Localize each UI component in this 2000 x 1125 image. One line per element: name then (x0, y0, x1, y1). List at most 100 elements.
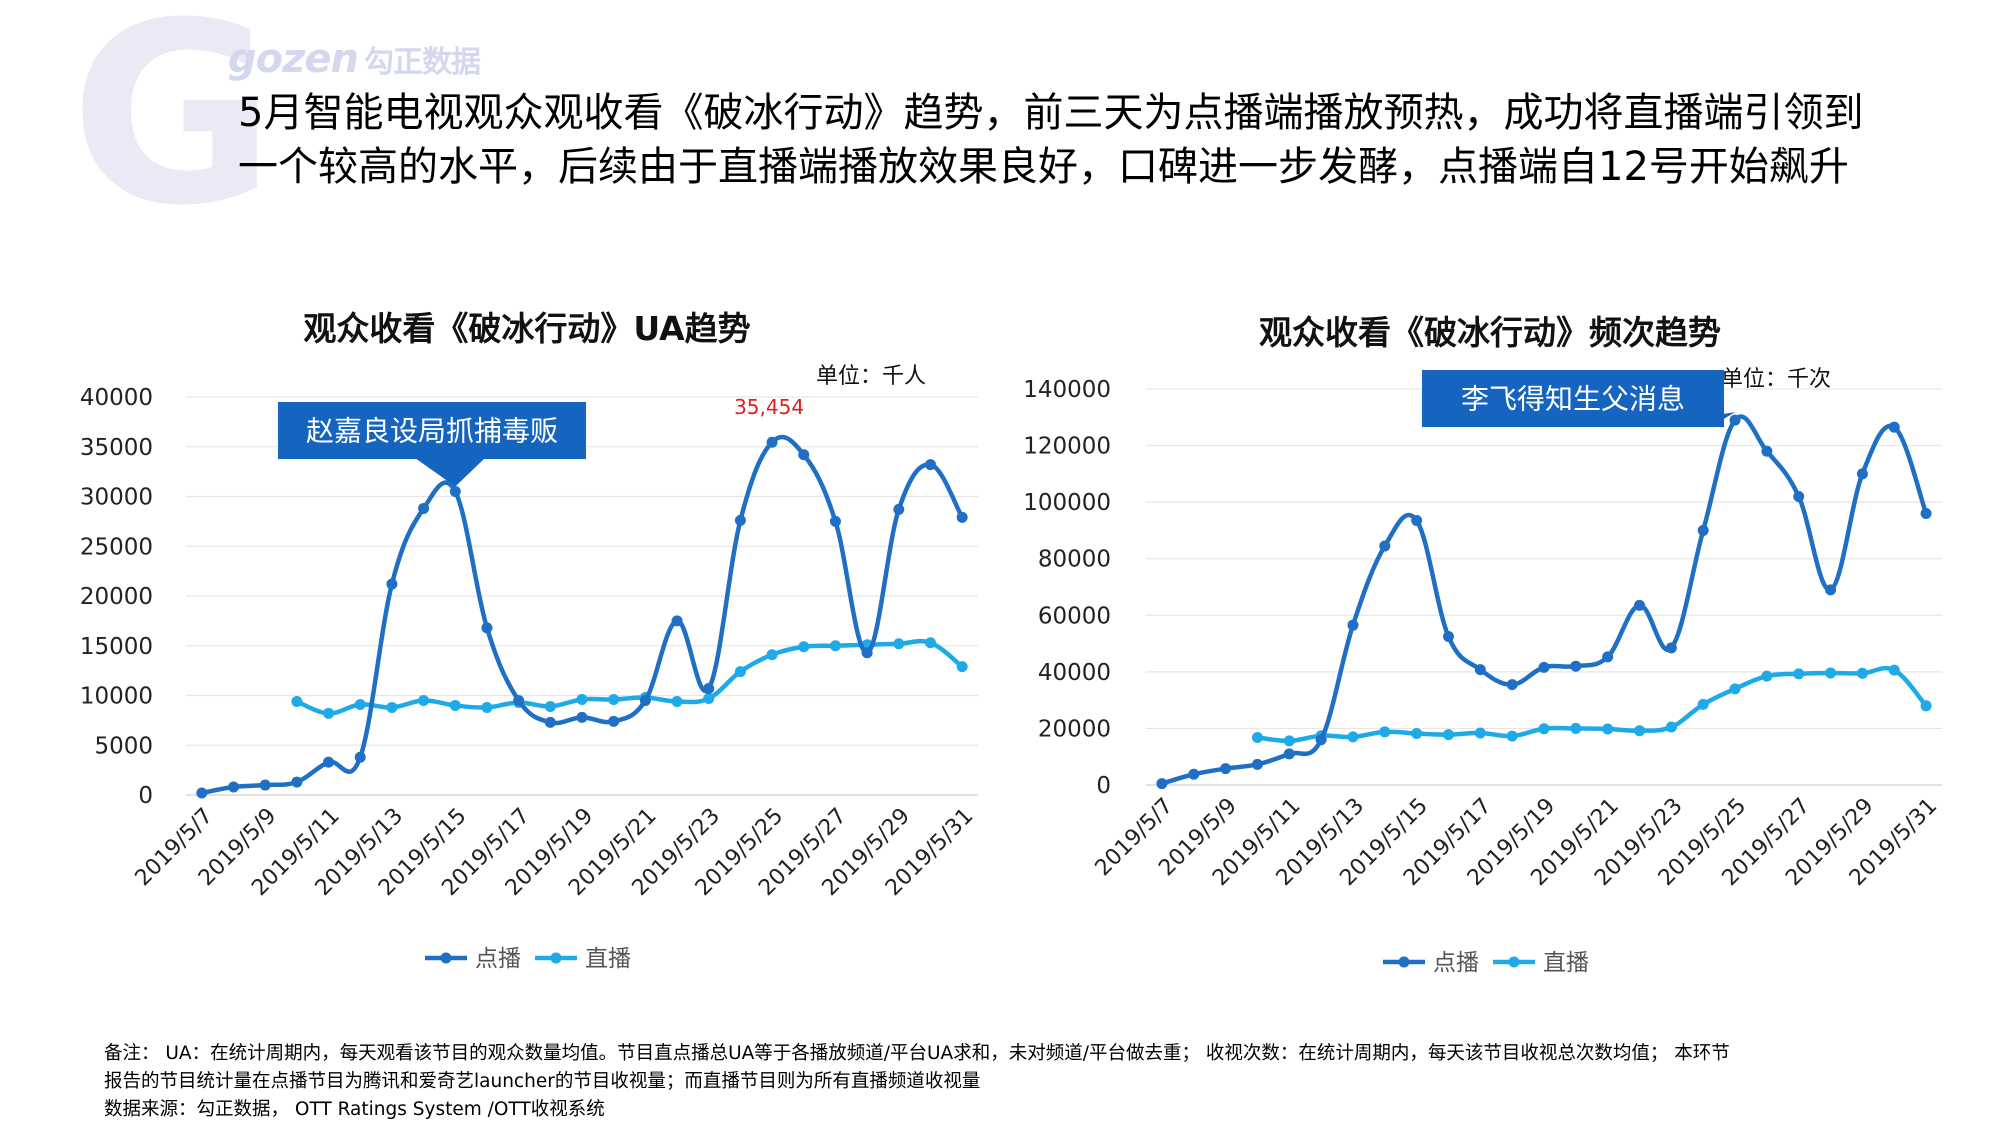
y-tick-label: 40000 (1038, 660, 1111, 686)
headline-line-1: 5月智能电视观众观收看《破冰行动》趋势，前三天为点播端播放预热，成功将直播端引领… (238, 90, 1864, 136)
data-point (893, 638, 905, 650)
data-point (703, 683, 715, 695)
data-point (924, 637, 936, 649)
data-point (1347, 731, 1359, 743)
data-point (1251, 758, 1263, 770)
callout-box (278, 402, 586, 459)
data-point (608, 693, 620, 705)
data-point (1729, 683, 1741, 695)
data-point (1283, 748, 1295, 760)
data-point (259, 779, 271, 791)
data-point (1220, 763, 1232, 775)
brand-name: gozen (228, 36, 359, 82)
data-point (1888, 421, 1900, 433)
data-point (1474, 727, 1486, 739)
data-point (1856, 468, 1868, 480)
data-point (354, 698, 366, 710)
data-point (323, 756, 335, 768)
data-point (924, 459, 936, 471)
data-point (291, 695, 303, 707)
data-point (1156, 778, 1168, 790)
data-point (544, 700, 556, 712)
data-point (1251, 731, 1263, 743)
data-point (1825, 584, 1837, 596)
legend-marker (440, 952, 452, 964)
data-point (1634, 725, 1646, 737)
data-point (608, 715, 620, 727)
chart-title: 观众收看《破冰行动》频次趋势 (1259, 313, 1721, 352)
data-label: 35,454 (734, 395, 804, 419)
data-point (829, 515, 841, 527)
y-tick-label: 20000 (80, 584, 153, 610)
data-point (1602, 723, 1614, 735)
data-point (1411, 728, 1423, 740)
data-point (798, 641, 810, 653)
data-point (228, 781, 240, 793)
chart-unit-label: 单位：千人 (816, 364, 926, 389)
legend-marker (1508, 956, 1520, 968)
data-point (1856, 667, 1868, 679)
data-point (418, 502, 430, 514)
data-point (1920, 700, 1932, 712)
data-point (893, 503, 905, 515)
data-point (1570, 660, 1582, 672)
brand-logo: gozen 勾正数据 (228, 36, 481, 82)
data-point (1602, 651, 1614, 663)
data-point (1665, 721, 1677, 733)
logo-mark: G (70, 0, 275, 260)
callout-text: 赵嘉良设局抓捕毒贩 (306, 415, 558, 448)
data-point (1665, 642, 1677, 654)
data-point (766, 436, 778, 448)
data-point (1379, 540, 1391, 552)
data-point (386, 578, 398, 590)
y-tick-label: 5000 (94, 733, 153, 759)
data-point (956, 661, 968, 673)
data-point (1729, 414, 1741, 426)
chart-title: 观众收看《破冰行动》UA趋势 (303, 309, 750, 348)
data-point (1920, 507, 1932, 519)
data-point (1442, 729, 1454, 741)
legend-marker (1398, 956, 1410, 968)
series-line-zhibo (1257, 665, 1928, 744)
legend-label: 直播 (1543, 950, 1589, 976)
y-tick-label: 0 (138, 783, 153, 809)
data-point (576, 711, 588, 723)
data-point (1570, 722, 1582, 734)
data-point (576, 693, 588, 705)
data-point (1474, 664, 1486, 676)
data-point (956, 511, 968, 523)
series-line-zhibo (295, 638, 964, 716)
data-point (1697, 524, 1709, 536)
data-point (481, 622, 493, 634)
callout-box (1422, 370, 1724, 427)
chart-unit-label: 单位：千次 (1721, 367, 1831, 392)
footnote: 备注： UA：在统计周期内，每天观看该节目的观众数量均值。节目直点播总UA等于各… (104, 1040, 1964, 1124)
data-point (1761, 670, 1773, 682)
data-point (1379, 726, 1391, 738)
data-point (418, 694, 430, 706)
data-point (766, 649, 778, 661)
data-point (449, 699, 461, 711)
y-tick-label: 0 (1096, 773, 1111, 799)
y-tick-label: 20000 (1038, 716, 1111, 742)
data-point (734, 514, 746, 526)
y-tick-label: 40000 (80, 385, 153, 411)
data-point (481, 701, 493, 713)
data-point (1347, 619, 1359, 631)
y-tick-label: 140000 (1023, 377, 1111, 403)
data-point (323, 707, 335, 719)
y-tick-label: 60000 (1038, 603, 1111, 629)
y-tick-label: 80000 (1038, 547, 1111, 573)
data-point (291, 776, 303, 788)
y-tick-label: 10000 (80, 684, 153, 710)
series-line-dianbo (201, 434, 965, 796)
y-tick-label: 25000 (80, 534, 153, 560)
legend-label: 直播 (585, 946, 631, 972)
data-point (1538, 723, 1550, 735)
footnote-source: 数据来源：勾正数据， OTT Ratings System /OTT收视系统 (104, 1099, 605, 1120)
headline-line-2: 一个较高的水平，后续由于直播端播放效果良好，口碑进一步发酵，点播端自12号开始飙… (238, 144, 1849, 190)
data-point (1697, 698, 1709, 710)
